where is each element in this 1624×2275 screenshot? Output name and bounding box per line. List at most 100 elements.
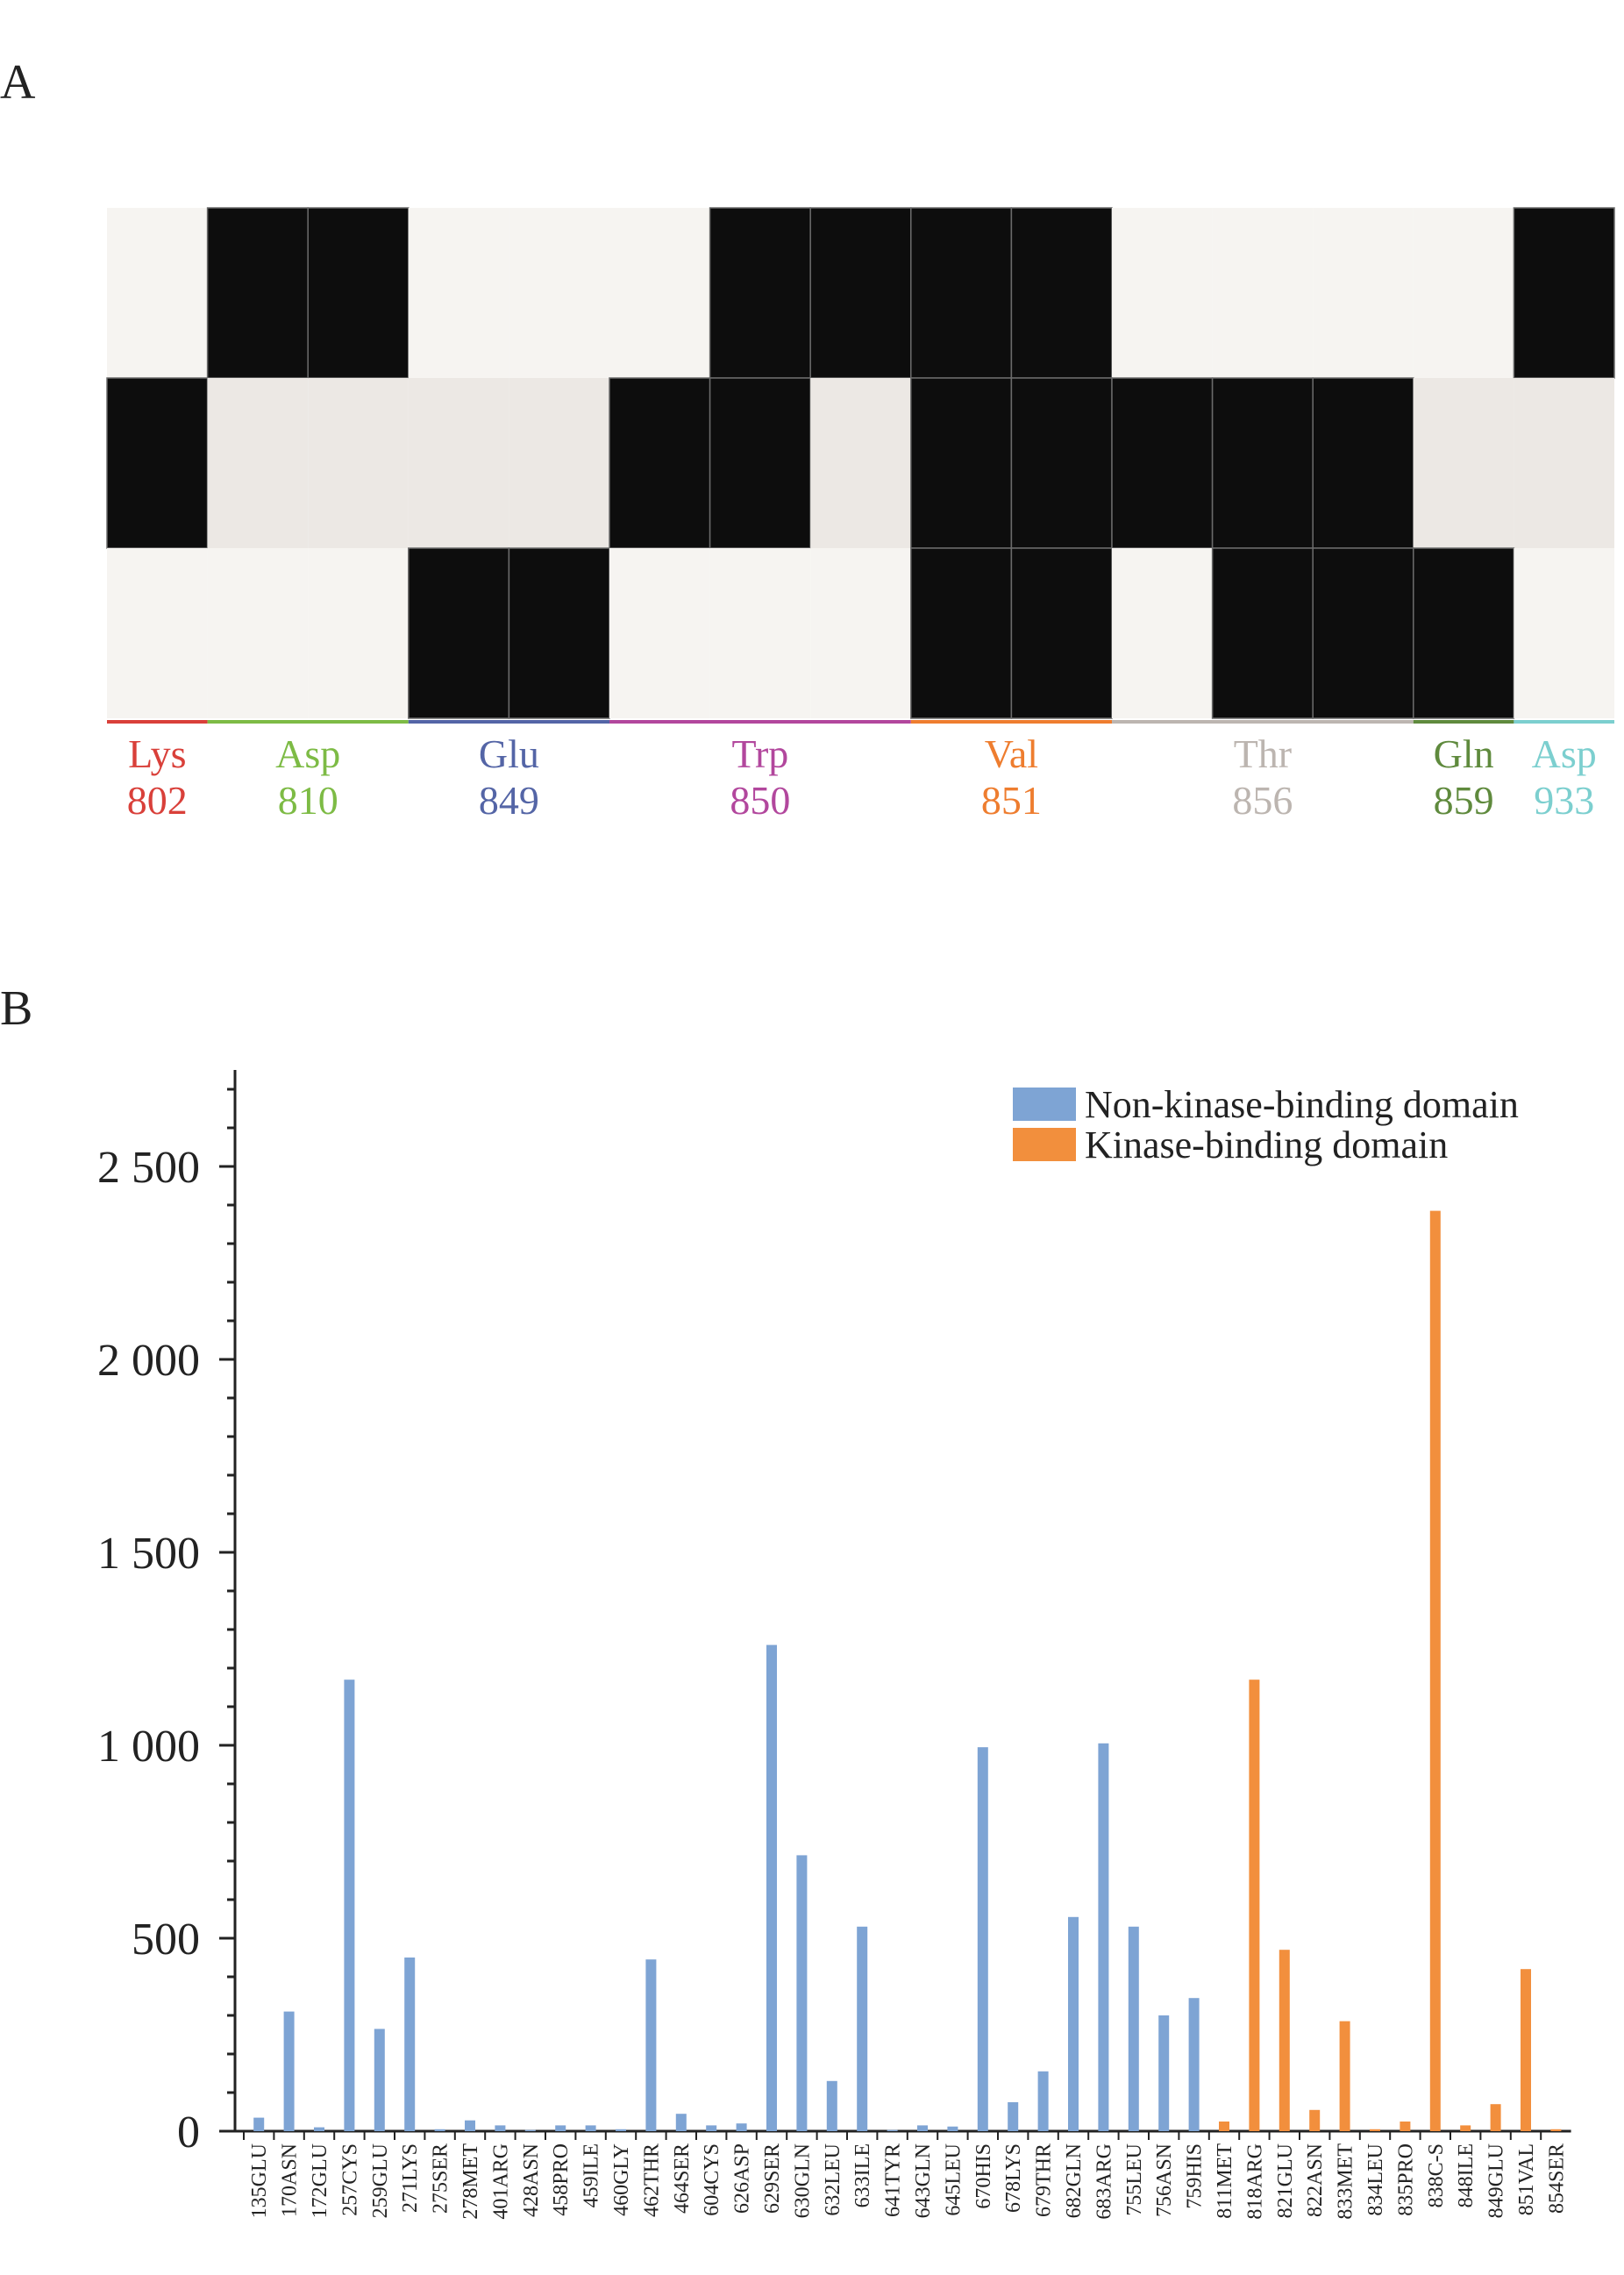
heatmap-cell-r1-c14 — [1514, 378, 1614, 548]
heatmap-cell-r2-c1 — [207, 548, 309, 718]
x-category-label: 170ASN — [279, 2143, 302, 2217]
bar-670HIS — [977, 1747, 988, 2131]
x-category-label: 678LYS — [1002, 2143, 1025, 2213]
heatmap-cell-r0-c11 — [1212, 208, 1314, 378]
x-category-label: 645LEU — [942, 2143, 965, 2216]
residue-name-label: Asp — [1532, 731, 1597, 776]
x-category-label: 822ASN — [1304, 2143, 1327, 2217]
x-category-label: 626ASP — [731, 2143, 754, 2214]
x-category-label: 629SER — [761, 2143, 784, 2214]
legend-label-non-kinase: Non-kinase-binding domain — [1085, 1083, 1519, 1126]
x-category-label: 459ILE — [581, 2143, 603, 2207]
heatmap-cell-r2-c5 — [609, 548, 710, 718]
heatmap-cell-r0-c9 — [1010, 207, 1113, 379]
heatmap-cell-r0-c12 — [1313, 208, 1414, 378]
bar-838C-S — [1429, 1210, 1441, 2131]
x-category-label: 759HIS — [1184, 2143, 1207, 2209]
bar-170ASN — [283, 2011, 295, 2131]
x-category-label: 278MET — [459, 2143, 482, 2220]
x-category-label: 670HIS — [972, 2143, 995, 2209]
x-category-label: 756ASN — [1153, 2143, 1176, 2217]
bar-822ASN — [1309, 2109, 1321, 2131]
residue-name-label: Asp — [275, 731, 340, 776]
y-tick-label: 2 000 — [97, 1336, 200, 1386]
residue-number-label: 851 — [981, 778, 1042, 823]
bar-401ARG — [495, 2125, 506, 2131]
residue-name-label: Lys — [128, 731, 186, 776]
x-category-label: 604CYS — [701, 2143, 723, 2216]
heatmap-cell-r2-c13 — [1413, 547, 1515, 719]
residue-number-label: 850 — [730, 778, 790, 823]
residue-number-label: 810 — [278, 778, 338, 823]
x-category-label: 401ARG — [489, 2143, 512, 2220]
x-category-label: 462THR — [640, 2143, 663, 2217]
heatmap-cell-r1-c2 — [308, 378, 409, 548]
x-category-label: 275SER — [430, 2143, 452, 2214]
legend-swatch-kinase — [1013, 1128, 1076, 1161]
residue-name-label: Val — [985, 731, 1038, 776]
bar-849GLU — [1490, 2104, 1501, 2131]
heatmap-cell-r2-c9 — [1010, 547, 1113, 719]
heatmap-cell-r1-c5 — [609, 377, 711, 549]
x-category-label: 458PRO — [550, 2143, 573, 2216]
heatmap-cell-r0-c7 — [809, 207, 912, 379]
legend-swatch-non-kinase — [1013, 1088, 1076, 1121]
x-category-label: 641TYR — [882, 2143, 905, 2217]
bar-459ILE — [585, 2125, 596, 2131]
residue-name-label: Glu — [479, 731, 539, 776]
x-category-label: 682GLN — [1063, 2143, 1086, 2218]
x-category-label: 172GLU — [309, 2143, 331, 2218]
x-category-label: 257CYS — [338, 2143, 361, 2216]
residue-number-label: 802 — [127, 778, 188, 823]
bar-458PRO — [555, 2125, 566, 2131]
x-category-label: 259GLU — [369, 2143, 392, 2218]
bar-679THR — [1037, 2071, 1049, 2131]
bar-633ILE — [857, 1926, 868, 2131]
heatmap-cell-r1-c13 — [1413, 378, 1514, 548]
heatmap-cell-r2-c6 — [709, 548, 811, 718]
residue-number-label: 933 — [1534, 778, 1594, 823]
bar-257CYS — [344, 1680, 355, 2131]
bar-464SER — [675, 2114, 687, 2131]
residue-number-label: 849 — [479, 778, 539, 823]
bar-851VAL — [1521, 1969, 1531, 2131]
bar-460GLY — [616, 2129, 626, 2131]
x-category-label: 818ARG — [1243, 2143, 1266, 2220]
y-tick-label: 1 000 — [97, 1722, 200, 1772]
bar-756ASN — [1158, 2015, 1170, 2131]
heatmap-cell-r1-c4 — [509, 378, 609, 548]
x-category-label: 838C-S — [1425, 2143, 1448, 2207]
bar-632LEU — [826, 2080, 837, 2131]
heatmap-cell-r1-c0 — [106, 377, 209, 549]
bar-259GLU — [374, 2029, 385, 2131]
y-tick-label: 1 500 — [97, 1529, 200, 1579]
x-category-label: 135GLU — [248, 2143, 271, 2218]
legend-label-kinase: Kinase-binding domain — [1085, 1123, 1448, 1166]
x-category-label: 834LEU — [1364, 2143, 1387, 2216]
x-category-label: 755LEU — [1123, 2143, 1146, 2216]
y-tick-label: 0 — [177, 2107, 200, 2157]
residue-number-label: 856 — [1232, 778, 1293, 823]
residue-number-label: 859 — [1434, 778, 1494, 823]
bar-135GLU — [253, 2117, 265, 2131]
bar-818ARG — [1249, 1680, 1260, 2131]
heatmap-cell-r2-c2 — [308, 548, 409, 718]
bar-271LYS — [404, 1958, 416, 2131]
heatmap-cell-r1-c11 — [1211, 377, 1314, 549]
x-category-label: 811MET — [1214, 2143, 1236, 2219]
heatmap-cell-r0-c5 — [609, 208, 710, 378]
bar-834LEU — [1370, 2129, 1380, 2131]
bar-848ILE — [1460, 2125, 1471, 2131]
x-category-label: 848ILE — [1455, 2143, 1478, 2207]
y-tick-label: 500 — [132, 1915, 200, 1965]
heatmap-cell-r2-c11 — [1211, 547, 1314, 719]
heatmap-cell-r2-c4 — [508, 547, 610, 719]
heatmap-cell-r2-c12 — [1312, 547, 1414, 719]
heatmap-cell-r0-c10 — [1112, 208, 1213, 378]
bar-630GLN — [796, 1855, 808, 2131]
heatmap-cell-r2-c10 — [1112, 548, 1213, 718]
bar-854SER — [1550, 2129, 1562, 2131]
bar-626ASP — [736, 2123, 747, 2131]
heatmap-chart: Lys802Asp810Glu849Trp850Val851Thr856Gln8… — [106, 207, 1615, 823]
x-category-label: 632LEU — [822, 2143, 844, 2216]
